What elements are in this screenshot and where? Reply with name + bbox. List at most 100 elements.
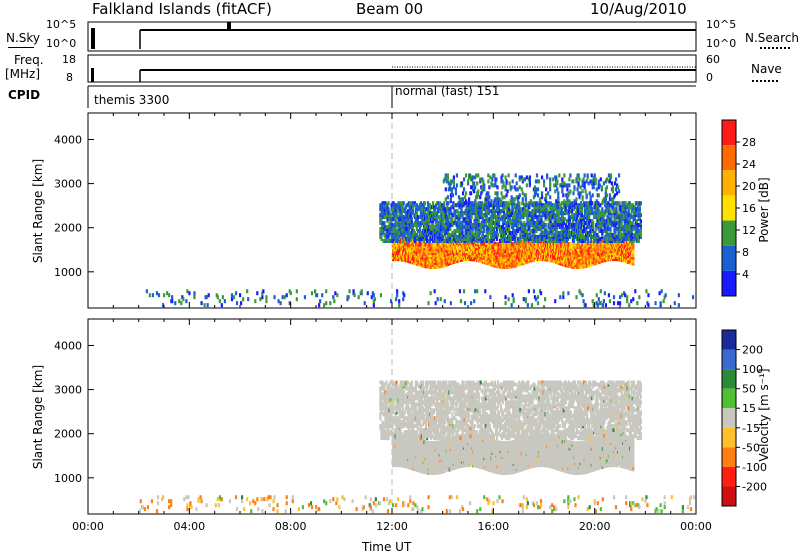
echo-cell [399, 235, 402, 240]
echo-cell [388, 217, 391, 222]
echo-cell [621, 236, 624, 241]
echo-cell [471, 231, 474, 235]
echo-cell [462, 177, 466, 182]
echo-cell [461, 231, 464, 235]
echo-cell [471, 201, 474, 206]
echo-cell [396, 209, 399, 214]
echo-cell [449, 197, 452, 202]
echo-cell [565, 219, 568, 224]
echo-cell [532, 257, 536, 262]
echo-cell [632, 249, 635, 254]
echo-cell [556, 223, 559, 228]
echo-cell [492, 227, 496, 232]
echo-cell [619, 229, 622, 234]
echo-cell [416, 219, 420, 224]
echo-cell [633, 217, 636, 222]
echo-cell [590, 238, 593, 243]
echo-cell [402, 201, 405, 206]
echo-cell [454, 187, 458, 192]
echo-cell [460, 181, 464, 186]
echo-cell [632, 253, 635, 258]
echo-cell [464, 191, 468, 196]
echo-cell [570, 209, 574, 214]
echo-cell [447, 181, 450, 186]
echo-cell [408, 219, 411, 224]
echo-cell [616, 211, 619, 216]
echo-cell [387, 207, 390, 212]
echo-cell [423, 201, 427, 206]
echo-cell [636, 234, 639, 239]
echo-cell [502, 207, 506, 212]
echo-cell [559, 217, 562, 222]
echo-cell [572, 217, 576, 222]
echo-cell [489, 203, 492, 208]
echo-cell [544, 213, 547, 218]
echo-cell [638, 207, 641, 212]
echo-cell [387, 201, 390, 206]
echo-cell [472, 175, 475, 180]
echo-cell [523, 221, 526, 226]
echo-cell [580, 213, 584, 218]
echo-cell [497, 221, 501, 226]
echo-cell [486, 236, 489, 241]
echo-cell [538, 213, 541, 218]
echo-cell [538, 221, 541, 226]
power-echo-layer [145, 173, 695, 308]
echo-cell [571, 227, 575, 232]
echo-cell [450, 187, 453, 192]
echo-cell [448, 232, 451, 237]
echo-cell [557, 211, 560, 216]
echo-cell [461, 191, 465, 196]
echo-cell [474, 199, 477, 204]
echo-cell [404, 221, 407, 226]
echo-cell [451, 193, 454, 198]
echo-cell [490, 221, 493, 226]
echo-cell [492, 205, 496, 210]
echo-cell [552, 221, 555, 226]
echo-cell [609, 209, 612, 214]
echo-cell [517, 229, 520, 234]
echo-cell [461, 197, 465, 202]
echo-cell [453, 203, 456, 208]
echo-cell [635, 219, 638, 224]
echo-cell [615, 227, 618, 232]
echo-cell [639, 201, 642, 206]
echo-cell [599, 203, 602, 208]
echo-cell [442, 227, 445, 232]
echo-cell [599, 211, 602, 216]
echo-cell [455, 173, 459, 178]
echo-cell [462, 187, 466, 192]
freq-panel-frame [87, 54, 697, 83]
echo-cell [463, 225, 466, 230]
echo-cell [484, 221, 487, 226]
echo-cell [411, 209, 414, 214]
echo-cell [443, 201, 446, 206]
echo-cell [628, 217, 631, 222]
echo-cell [387, 238, 390, 243]
echo-cell [456, 209, 459, 214]
echo-cell [545, 234, 548, 239]
echo-cell [635, 238, 638, 243]
echo-cell [551, 232, 554, 237]
echo-cell [445, 225, 448, 230]
echo-cell [632, 238, 635, 243]
echo-cell [389, 213, 392, 218]
echo-cell [552, 209, 555, 214]
echo-cell [444, 197, 447, 202]
echo-cell [620, 232, 623, 237]
echo-cell [544, 223, 547, 228]
echo-cell [443, 223, 446, 228]
echo-cell [534, 213, 537, 218]
echo-cell [469, 219, 472, 224]
echo-cell [448, 211, 451, 216]
echo-cell [383, 221, 386, 226]
echo-cell [395, 203, 398, 208]
echo-cell [463, 217, 466, 222]
echo-cell [452, 185, 455, 190]
echo-cell [471, 227, 474, 232]
echo-cell [496, 232, 500, 237]
echo-cell [513, 205, 516, 210]
echo-cell [410, 217, 413, 222]
echo-cell [574, 221, 578, 226]
